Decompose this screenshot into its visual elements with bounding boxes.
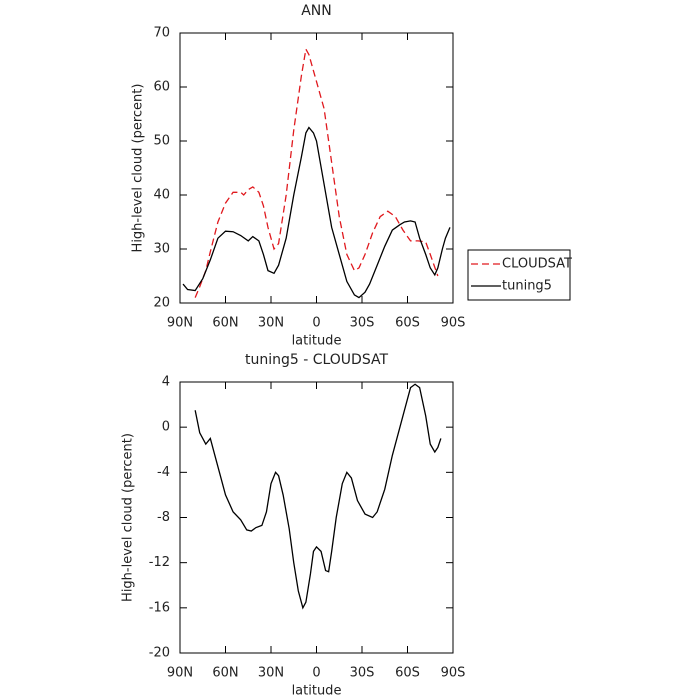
plot-frame — [179, 381, 454, 654]
x-tick-label: 30N — [258, 666, 284, 681]
y-tick-label: -16 — [149, 600, 170, 615]
chart-title: tuning5 - CLOUDSAT — [245, 352, 389, 368]
x-tick-label: 30S — [350, 666, 375, 681]
y-axis-label: High-level cloud (percent) — [131, 84, 146, 253]
x-axis-label: latitude — [292, 684, 342, 699]
y-tick-label: -4 — [157, 465, 170, 480]
plot-frame — [179, 32, 454, 304]
legend-box — [467, 249, 571, 301]
y-tick-label: 30 — [153, 242, 170, 257]
x-tick-label: 60S — [395, 316, 420, 331]
x-tick-label: 90S — [441, 316, 466, 331]
x-tick-label: 30S — [350, 316, 375, 331]
chart-title: ANN — [301, 3, 332, 19]
x-tick-label: 60N — [212, 316, 238, 331]
x-tick-label: 90N — [167, 666, 193, 681]
x-axis-label: latitude — [292, 334, 342, 349]
y-tick-label: 0 — [162, 420, 170, 435]
x-tick-label: 60S — [395, 666, 420, 681]
data-line — [194, 47, 439, 298]
y-tick-label: 60 — [153, 80, 170, 95]
x-tick-label: 0 — [312, 666, 320, 681]
legend-label: CLOUDSAT — [502, 257, 572, 272]
data-line — [182, 126, 451, 299]
x-tick-label: 90N — [167, 316, 193, 331]
x-tick-label: 30N — [258, 316, 284, 331]
y-tick-label: 70 — [153, 26, 170, 41]
y-tick-label: 40 — [153, 188, 170, 203]
y-axis-label: High-level cloud (percent) — [121, 433, 136, 602]
legend-label: tuning5 — [502, 279, 552, 294]
y-tick-label: -8 — [157, 510, 170, 525]
y-tick-label: 4 — [162, 375, 170, 390]
x-tick-label: 0 — [312, 316, 320, 331]
x-tick-label: 60N — [212, 666, 238, 681]
x-tick-label: 90S — [441, 666, 466, 681]
y-tick-label: 20 — [153, 296, 170, 311]
y-tick-label: -12 — [149, 555, 170, 570]
y-tick-label: -20 — [149, 646, 170, 661]
data-line — [194, 383, 442, 610]
y-tick-label: 50 — [153, 134, 170, 149]
